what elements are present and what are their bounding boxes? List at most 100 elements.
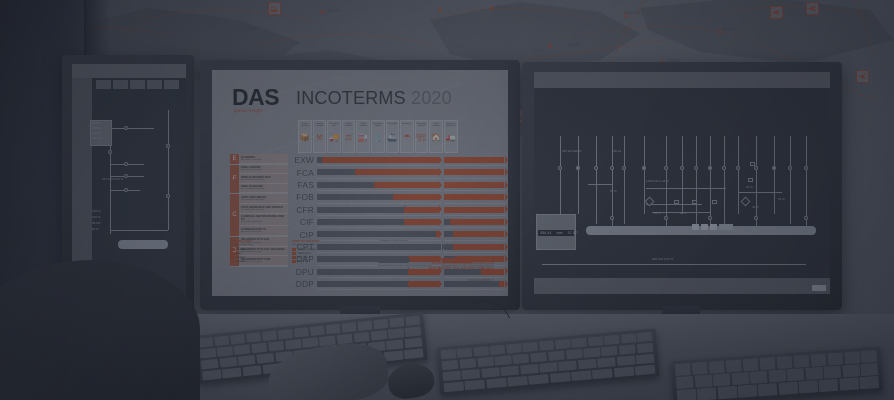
- poster-slogan: WORLD TRADE AND LOGISTICS SOFTWARE SOLUT…: [428, 259, 494, 270]
- breaker-node: [804, 166, 808, 170]
- relay-symbol: [750, 162, 755, 166]
- status-button[interactable]: [701, 224, 708, 230]
- incoterm-mode: Any mode of transport: [241, 230, 262, 233]
- incoterm-code: EXW: [294, 155, 314, 166]
- poster-title-year: 2020: [411, 88, 452, 108]
- buyer-bar: [317, 192, 396, 201]
- incoterm-code: FCA: [296, 167, 314, 178]
- process-step-cell: Delivery to port 🚚: [327, 120, 341, 153]
- breaker-node: [166, 194, 170, 198]
- incoterm-group-rows: FREE CARRIER Any mode of transport FREE AL…: [239, 164, 288, 194]
- readout-value: 354.41: [540, 231, 552, 235]
- schematic-toolbar[interactable]: [534, 72, 830, 88]
- seller-bar-secondary: [444, 180, 508, 189]
- legend-items: Seller's premises Named port Terminal Buyer…: [292, 247, 362, 264]
- toolbar-button[interactable]: [164, 80, 179, 89]
- schematic-canvas[interactable]: 472 kA 0.00 % 100 kA 54 % 1450 kVA 0.44 …: [534, 88, 830, 278]
- left-schematic-buttons[interactable]: [96, 80, 179, 89]
- legend-delivery-point: POINT OF DELIVERY Where the risk transfe…: [292, 239, 362, 264]
- incoterm-description: CARRIAGE AND INSURANCE PAID TO Any mode o…: [239, 214, 288, 227]
- branch-line: [110, 230, 168, 231]
- legend-item: Terminal: [292, 255, 362, 259]
- incoterm-group-letter: E: [230, 154, 239, 164]
- process-step-cell: Loading on vessel ⚓: [370, 120, 385, 153]
- terminal-icon: 🏭: [358, 133, 369, 142]
- breaker-node: [594, 166, 598, 170]
- chart-row: [317, 228, 444, 241]
- process-step-cell: Export packing 📦: [298, 120, 312, 153]
- vessel-load-icon: ⚓: [372, 133, 383, 142]
- breaker-node: [108, 150, 112, 154]
- breaker-node: [754, 216, 758, 220]
- seller-bar: [392, 192, 442, 201]
- process-step-cell: Export customs ⚖: [341, 120, 356, 153]
- right-monitor-screen[interactable]: 472 kA 0.00 % 100 kA 54 % 1450 kVA 0.44 …: [534, 72, 830, 294]
- legend-swatch: [292, 260, 296, 264]
- incoterm-description: FREE ALONGSIDE SHIP Sea and inland waterw…: [239, 174, 288, 184]
- breaker-node: [124, 174, 128, 178]
- breaker-node: [166, 144, 170, 148]
- incoterm-mode: Any mode of transport: [241, 158, 262, 161]
- toolbar-button[interactable]: [130, 80, 145, 89]
- map-label: Madrid: [326, 8, 341, 13]
- feeder-line: [624, 136, 625, 224]
- buyer-bar: [317, 205, 408, 214]
- schematic-tag: 1450 kVA 0.44 %: [646, 179, 669, 183]
- toolbar-button[interactable]: [147, 80, 162, 89]
- breaker-node: [708, 216, 712, 220]
- map-label: Istanbul: [566, 42, 583, 47]
- chart-row: [317, 166, 443, 179]
- schematic-tag: 45.0%: [92, 221, 101, 225]
- process-step-cell: Origin terminal 🏭: [356, 120, 370, 153]
- map-city-dot: [320, 10, 324, 14]
- breaker-node: [680, 166, 684, 170]
- left-schematic-toolbar[interactable]: [72, 64, 186, 78]
- incoterm-description: COST AND FREIGHT Sea and inland waterway: [239, 194, 288, 205]
- incoterm-group-letter: C: [230, 194, 239, 236]
- chart-row: [317, 216, 442, 229]
- breaker-node: [124, 126, 128, 130]
- toolbar-button[interactable]: [113, 80, 128, 89]
- incoterm-description: EX WORKS Any mode of transport: [239, 154, 288, 164]
- readout-secondary: 37.87: [567, 231, 578, 235]
- map-city-dot: [548, 44, 552, 48]
- feeder-line: [790, 136, 791, 224]
- incoterm-mode: Sea and inland waterway: [241, 188, 265, 191]
- legend-item-label: Seller's premises: [298, 247, 317, 251]
- incoterm-group: F FREE CARRIER Any mode of transport FREE A…: [230, 164, 288, 195]
- legend-item: Customs: [230, 260, 282, 264]
- schematic-tag: 109 %: [92, 215, 101, 219]
- footer-button[interactable]: [812, 285, 826, 291]
- map-label: Moscow: [624, 10, 641, 15]
- legend-item-label: Terminal: [298, 255, 308, 259]
- toolbar-button[interactable]: [96, 80, 111, 89]
- legend-item: Named port: [292, 251, 362, 255]
- center-monitor-screen[interactable]: DAS global freight INCOTERMS 2020 Export…: [212, 70, 508, 296]
- schematic-tag: 48 %: [654, 211, 661, 215]
- incoterm-mode: Sea and inland waterway: [241, 199, 265, 202]
- legend-item-label: Customs: [236, 260, 246, 264]
- status-button[interactable]: [692, 224, 699, 230]
- feeder-line: [578, 136, 579, 214]
- buyer-bar: [317, 230, 440, 239]
- schematic-status-buttons[interactable]: [692, 224, 733, 230]
- breaker-node: [772, 166, 776, 170]
- legend-item: Seller's premises: [292, 247, 362, 251]
- buyer-bar: [317, 168, 360, 177]
- legend-swatch: [230, 251, 234, 255]
- status-button-wide[interactable]: [719, 224, 733, 230]
- buyer-bar: [317, 180, 378, 189]
- process-step-icon-row: Export packing 📦 Loading charges ⚒ Delivery …: [298, 120, 458, 153]
- map-label: Cairo: [534, 48, 545, 53]
- seller-bar-secondary: [453, 230, 508, 239]
- relay-symbol: [674, 200, 679, 204]
- breaker-node: [124, 162, 128, 166]
- legend-items: Insurance Fees Carriage Customs: [230, 247, 282, 264]
- status-button[interactable]: [710, 224, 717, 230]
- poster-url: www.dasglobal.ru: [467, 278, 494, 282]
- schematic-tag: 108 %: [92, 209, 101, 213]
- chart-row-secondary: [444, 179, 508, 192]
- process-step-cell: Insurance ☂: [400, 120, 414, 153]
- incoterm-description: FREE ON BOARD Sea and inland waterway: [239, 184, 288, 194]
- legend-item-label: Named port: [298, 251, 311, 255]
